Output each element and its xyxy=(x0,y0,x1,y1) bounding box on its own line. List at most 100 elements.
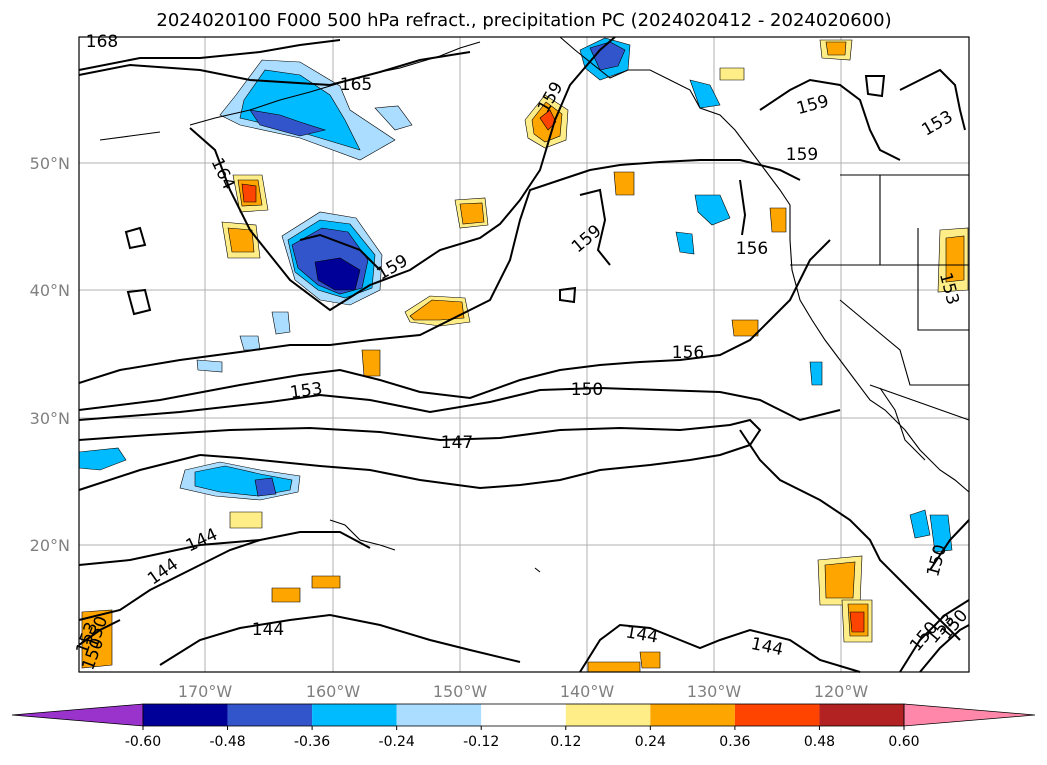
lat-label-50n: 50°N xyxy=(30,154,70,173)
contour-153-se xyxy=(899,599,970,673)
anomaly-pos-p xyxy=(361,349,381,377)
contour-closed-2 xyxy=(559,286,577,304)
anomaly-pos-d-mid xyxy=(409,299,465,321)
lon-label-140w: 140°W xyxy=(560,682,615,701)
contour-label: 165 xyxy=(340,75,372,95)
contour-label: 144 xyxy=(252,620,284,640)
colorbar-segment xyxy=(819,704,904,726)
border-state-3 xyxy=(917,228,969,331)
contour-168 xyxy=(78,39,341,71)
colorbar-tick-label: -0.36 xyxy=(294,734,330,750)
lat-label-30n: 30°N xyxy=(30,409,70,428)
contour-label: 150 xyxy=(571,380,603,400)
contour-153-sw xyxy=(78,619,121,646)
contour-150-south xyxy=(739,429,961,641)
anomaly-small-5 xyxy=(675,231,695,255)
anomaly-pos-gulf-core xyxy=(539,109,557,131)
anomaly-pos-n xyxy=(731,319,759,337)
anomaly-pos-b-mid xyxy=(227,227,255,253)
lon-label-130w: 130°W xyxy=(687,682,742,701)
lon-label-120w: 120°W xyxy=(814,682,869,701)
contour-147-west xyxy=(78,454,201,491)
coast-baja xyxy=(879,387,926,461)
colorbar-segment xyxy=(396,704,482,726)
contour-closed-3 xyxy=(864,75,886,98)
refractivity-contours xyxy=(78,36,970,673)
contour-159-bc xyxy=(759,78,901,161)
contour-153 xyxy=(78,239,831,411)
anomaly-pnw-offshore xyxy=(694,194,731,226)
colorbar-segment xyxy=(312,704,397,726)
contour-165 xyxy=(78,51,471,87)
anomaly-pos-c-mid xyxy=(459,202,485,225)
contour-159-closed xyxy=(579,188,611,266)
anomaly-pos-e-mid xyxy=(825,41,847,56)
contour-label: 153 xyxy=(289,379,324,403)
anomaly-bc-coast xyxy=(689,79,721,109)
contour-label: 159 xyxy=(786,145,818,165)
colorbar-extend-high xyxy=(903,703,1036,727)
coast-north-america xyxy=(559,36,970,493)
colorbar-tick-label: 0.12 xyxy=(550,734,581,750)
colorbar-segment xyxy=(734,704,820,726)
colorbar-tick-label: -0.12 xyxy=(463,734,499,750)
colorbar-tick-label: 0.48 xyxy=(804,734,835,750)
anomaly-small-2 xyxy=(271,311,291,335)
contour-label: 156 xyxy=(672,343,704,363)
anomaly-pos-g-core xyxy=(849,611,865,633)
longitude-labels: 170°W 160°W 150°W 140°W 130°W 120°W xyxy=(178,682,869,701)
lat-label-40n: 40°N xyxy=(30,281,70,300)
colorbar-segment xyxy=(143,704,228,726)
anomaly-pos-i xyxy=(229,511,263,529)
anomaly-pos-o xyxy=(719,67,745,81)
anomaly-aleutian-core xyxy=(249,109,327,137)
contour-144-b xyxy=(78,539,261,621)
colorbar-tick-label: 0.24 xyxy=(635,734,666,750)
colorbar-tick-label: 0.60 xyxy=(888,734,919,750)
colorbar-tick-label: -0.24 xyxy=(379,734,415,750)
contour-label: 147 xyxy=(441,433,473,453)
contour-156 xyxy=(78,159,801,384)
island-small xyxy=(534,567,541,573)
coast-hawaii xyxy=(329,519,396,551)
colorbar-segment xyxy=(481,704,566,726)
contour-closed-4 xyxy=(126,288,152,316)
contour-159-a xyxy=(189,36,616,312)
anomaly-pos-m xyxy=(613,171,635,196)
contour-156-oregon xyxy=(739,179,747,236)
contour-closed-1 xyxy=(124,226,147,250)
contour-label: 168 xyxy=(86,32,118,52)
colorbar-ticks: -0.60 -0.48 -0.36 -0.24 -0.12 0.12 0.24 0.36 0.4… xyxy=(125,726,920,750)
anomaly-pos-k xyxy=(311,575,341,589)
colorbar-tick-label: 0.36 xyxy=(719,734,750,750)
coast-aleutian-west xyxy=(99,131,161,141)
colorbar-frame xyxy=(142,703,905,727)
colorbar-tick-label: -0.48 xyxy=(209,734,245,750)
contour-144-d xyxy=(579,623,861,673)
border-ca-nv xyxy=(839,299,969,386)
coastlines xyxy=(99,36,970,573)
anomaly-pos-l xyxy=(81,609,113,669)
contour-150-mexico xyxy=(929,519,970,571)
map-title: 2024020100 F000 500 hPa refract., precip… xyxy=(156,10,891,31)
colorbar-tick-label: -0.60 xyxy=(125,734,161,750)
map-panel: 168 165 164 159 159 159 159 159 153 156 … xyxy=(72,32,972,673)
colorbar-segment xyxy=(227,704,313,726)
anomaly-small-6 xyxy=(809,361,823,386)
anomaly-pos-j xyxy=(271,587,301,603)
border-us-mexico xyxy=(869,384,970,421)
latitude-labels: 50°N 40°N 30°N 20°N xyxy=(30,154,70,555)
contour-144-c xyxy=(159,613,521,666)
lon-label-160w: 160°W xyxy=(306,682,361,701)
anomaly-pos-a-core xyxy=(241,183,257,203)
lat-label-20n: 20°N xyxy=(30,536,70,555)
lon-label-150w: 150°W xyxy=(433,682,488,701)
anomaly-pos-h-mid xyxy=(945,235,965,283)
map-frame xyxy=(78,36,970,673)
anomaly-central-core xyxy=(314,257,361,291)
positive-anomaly-fills xyxy=(81,39,969,673)
anomaly-small-4 xyxy=(196,359,223,373)
contour-159-b xyxy=(299,233,381,271)
colorbar-segment xyxy=(565,704,651,726)
